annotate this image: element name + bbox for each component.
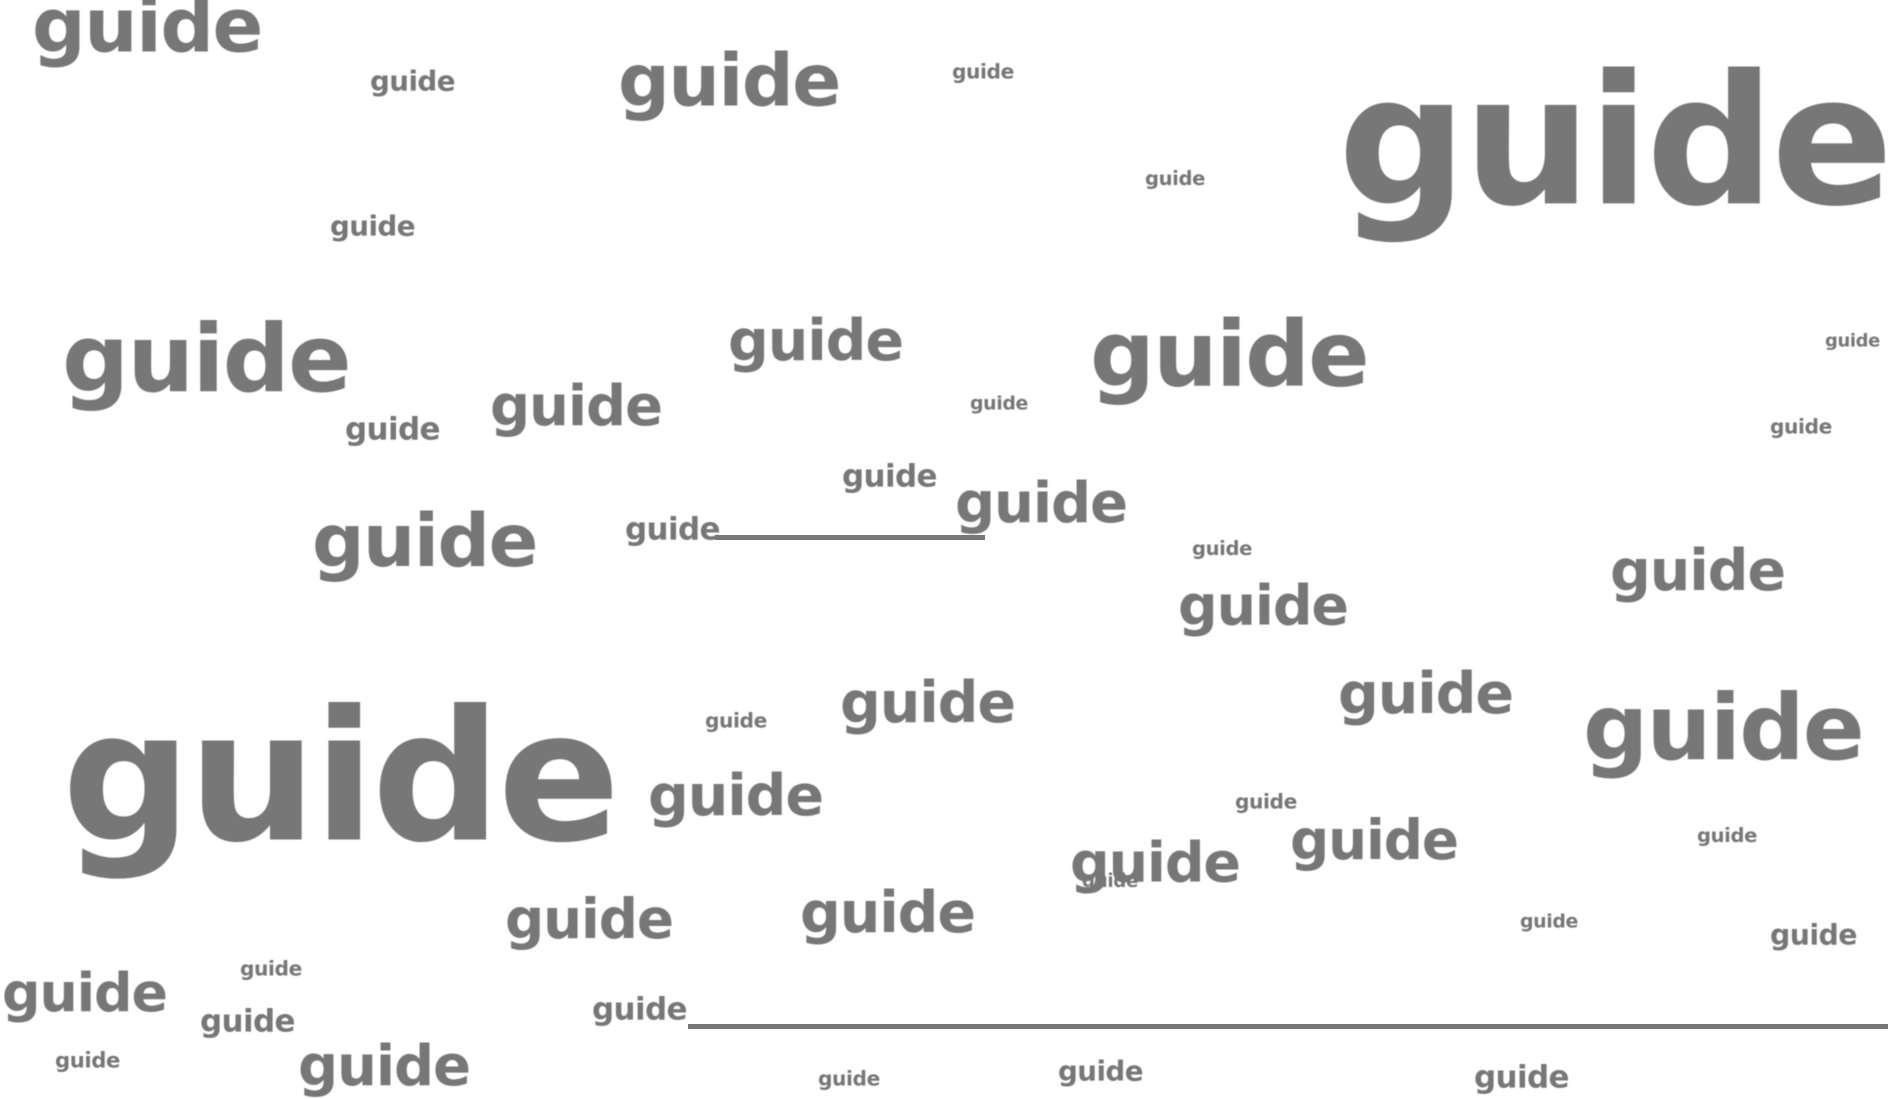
cloud-word: guide (200, 1003, 296, 1040)
cloud-word: guide (312, 498, 538, 584)
cloud-word: guide (1520, 910, 1578, 933)
cloud-word: guide (2, 960, 168, 1024)
cloud-word: guide (842, 458, 938, 495)
cloud-word: guide (32, 0, 263, 70)
cloud-word: guide (1090, 302, 1370, 408)
cloud-word: guide (1235, 789, 1297, 814)
cloud-word: guide (62, 671, 620, 883)
cloud-word: guide (330, 209, 416, 243)
cloud-word: guide (618, 39, 841, 124)
cloud-word: guide (728, 308, 904, 375)
cloud-word: guide (1082, 871, 1138, 893)
cloud-word: guide (240, 956, 302, 981)
cloud-word: guide (1770, 918, 1858, 952)
underline-rule (715, 535, 985, 540)
cloud-word: guide (62, 304, 352, 414)
cloud-word: guide (490, 373, 663, 439)
cloud-word: guide (648, 763, 824, 830)
cloud-word: guide (1610, 538, 1786, 605)
cloud-word: guide (1192, 536, 1252, 560)
cloud-word: guide (955, 470, 1128, 536)
underline-rule (688, 1024, 1888, 1029)
cloud-word: guide (952, 59, 1014, 84)
cloud-word: guide (818, 1066, 880, 1091)
cloud-word: guide (1825, 330, 1880, 352)
cloud-word: guide (1145, 166, 1205, 190)
cloud-word: guide (800, 880, 976, 947)
cloud-word: guide (505, 887, 674, 952)
cloud-word: guide (1770, 414, 1832, 439)
cloud-word: guide (1697, 823, 1757, 847)
cloud-word: guide (1338, 661, 1514, 728)
cloud-word: guide (970, 392, 1028, 415)
cloud-word: guide (1070, 831, 1241, 896)
cloud-word: guide (592, 991, 688, 1028)
cloud-word: guide (345, 411, 441, 448)
cloud-word: guide (1290, 808, 1459, 873)
cloud-word: guide (1178, 574, 1349, 639)
cloud-word: guide (370, 64, 456, 98)
cloud-word: guide (1338, 37, 1893, 247)
cloud-word: guide (1474, 1059, 1570, 1096)
cloud-word: guide (705, 708, 767, 733)
cloud-word: guide (840, 670, 1016, 737)
cloud-word: guide (55, 1047, 120, 1073)
cloud-word: guide (298, 1033, 471, 1099)
cloud-word: guide (1583, 674, 1865, 782)
cloud-word: guide (625, 511, 721, 548)
cloud-word: guide (1058, 1054, 1144, 1088)
